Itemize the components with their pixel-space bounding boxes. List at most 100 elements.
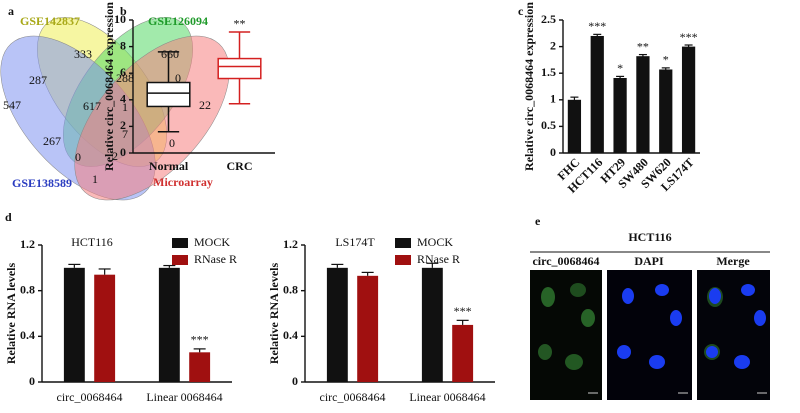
- y-tick-label: 0.4: [283, 328, 298, 342]
- x-tick-label: Linear 0068464: [146, 390, 222, 404]
- bar: [357, 275, 379, 382]
- cell: [538, 344, 552, 360]
- set-label: Microarray: [153, 175, 213, 189]
- y-tick-label: 0.8: [20, 282, 35, 296]
- micrograph: [530, 270, 602, 400]
- y-tick-label: 6: [120, 65, 126, 79]
- y-axis-label: Relative circ_0068464 expression: [522, 2, 536, 171]
- region-count: 617: [83, 99, 101, 113]
- cell: [565, 354, 583, 370]
- image-label: DAPI: [634, 254, 664, 268]
- micrograph: [607, 270, 692, 400]
- legend-swatch: [172, 238, 188, 248]
- region-count: 660: [161, 47, 179, 61]
- set-label: GSE142837: [20, 14, 80, 28]
- image-label: Merge: [716, 254, 750, 268]
- nucleus: [649, 355, 665, 369]
- y-tick-label: 1.2: [20, 237, 35, 251]
- y-tick-label: 0.5: [541, 118, 556, 132]
- nucleus: [617, 345, 631, 359]
- bar: [63, 267, 85, 382]
- panel-label: c: [518, 4, 524, 18]
- bar: [681, 46, 696, 153]
- nucleus: [754, 310, 766, 326]
- x-tick-label: Normal: [149, 159, 189, 173]
- y-tick-label: 0.4: [20, 328, 35, 342]
- y-axis-label: Relative RNA levels: [267, 263, 281, 365]
- nucleus: [670, 310, 682, 326]
- nucleus: [706, 346, 718, 358]
- y-tick-label: 2.5: [541, 12, 556, 26]
- y-tick-label: 0: [550, 145, 556, 159]
- nucleus: [655, 284, 669, 296]
- y-tick-label: 4: [120, 92, 126, 106]
- nucleus: [709, 288, 721, 304]
- y-tick-label: 2: [120, 118, 126, 132]
- significance: **: [637, 39, 649, 53]
- region-count: 333: [74, 47, 92, 61]
- significance: ***: [680, 30, 698, 44]
- nucleus: [741, 284, 755, 296]
- y-tick-label: 0: [29, 374, 35, 388]
- chart-title: HCT116: [71, 235, 113, 249]
- y-tick-label: 0.8: [283, 282, 298, 296]
- significance: *: [663, 53, 669, 67]
- region-count: 1: [122, 100, 128, 114]
- legend-swatch: [172, 255, 188, 265]
- micrograph: [697, 270, 770, 400]
- region-count: 0: [75, 150, 81, 164]
- box: [146, 81, 191, 108]
- nucleus: [622, 288, 634, 304]
- bar: [659, 69, 673, 153]
- panel-title: HCT116: [628, 230, 671, 244]
- region-count: 1: [92, 172, 98, 186]
- significance: ***: [454, 304, 472, 318]
- panel-label: d: [5, 210, 12, 224]
- y-tick-label: 1.2: [283, 237, 298, 251]
- cell: [541, 287, 555, 307]
- bar: [567, 99, 582, 153]
- bar: [590, 35, 604, 153]
- bar: [189, 352, 211, 382]
- set-label: GSE138589: [12, 176, 72, 190]
- panel-label: a: [8, 4, 14, 18]
- micrographs: [530, 251, 770, 400]
- panel-label: b: [120, 4, 127, 18]
- legend-label: MOCK: [194, 235, 230, 249]
- y-tick-label: 1: [550, 92, 556, 106]
- legend-swatch: [395, 255, 411, 265]
- bar: [326, 267, 348, 382]
- y-tick-label: 8: [120, 38, 126, 52]
- region-count: 22: [199, 98, 211, 112]
- significance: ***: [588, 19, 606, 33]
- significance: *: [617, 61, 623, 75]
- significance: **: [234, 17, 246, 31]
- legend-swatch: [395, 238, 411, 248]
- region-count: 0: [175, 71, 181, 85]
- bar: [158, 267, 180, 382]
- region-count: 2: [112, 149, 118, 163]
- region-count: 287: [29, 73, 47, 87]
- y-axis-label: Relative RNA levels: [4, 263, 18, 365]
- box: [217, 57, 262, 80]
- x-tick-label: Linear 0068464: [409, 390, 485, 404]
- y-axis-label: Relative circ_0068464 expression: [102, 2, 116, 171]
- bar: [421, 267, 443, 382]
- y-tick-label: 10: [114, 12, 126, 26]
- bar: [636, 56, 650, 154]
- significance: ***: [191, 333, 209, 347]
- set-label: GSE126094: [148, 14, 208, 28]
- x-tick-label: CRC: [227, 159, 253, 173]
- nucleus: [734, 355, 750, 369]
- cell: [581, 309, 595, 327]
- panel-label: e: [535, 214, 541, 228]
- region-count: 288: [116, 71, 134, 85]
- region-count: 547: [3, 98, 21, 112]
- y-tick-label: 0: [292, 374, 298, 388]
- bar: [94, 274, 116, 382]
- image-label: circ_0068464: [532, 254, 599, 268]
- x-tick-label: circ_0068464: [57, 390, 123, 404]
- x-tick-label: circ_0068464: [320, 390, 386, 404]
- legend-label: RNase R: [417, 252, 460, 266]
